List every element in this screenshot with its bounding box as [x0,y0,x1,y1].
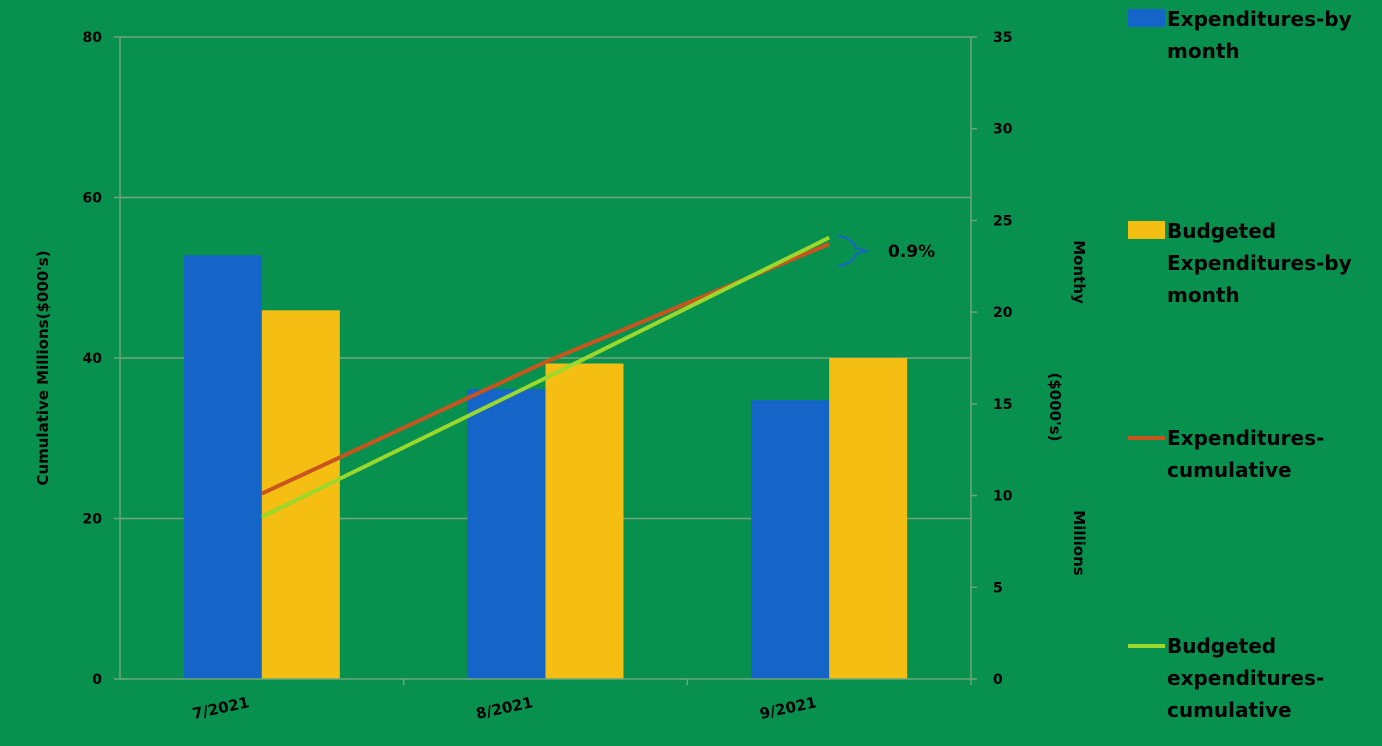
left-axis-title: Cumulative Millions($000's) [34,250,52,485]
legend-label-expenditures-cumulative: Expenditures- cumulative [1167,426,1331,482]
left-tick-label-40: 40 [83,351,103,367]
right-tick-label-10: 10 [993,489,1013,505]
bar-budgeted-expenditures-by-month-0 [261,310,340,679]
bar-budgeted-expenditures-by-month-2 [829,358,908,679]
legend: Expenditures-by month Budgeted Expenditu… [1128,7,1359,722]
line-series-group [260,235,831,519]
category-label-1: 8/2021 [474,693,534,723]
line-budgeted-expenditures-cumulative [260,235,831,519]
right-tick-label-20: 20 [993,305,1013,321]
legend-swatch-expenditures-by-month [1128,9,1165,27]
category-label-0: 7/2021 [191,693,251,723]
bar-expenditures-by-month-0 [183,255,262,679]
tick-labels: 0 20 40 60 80 0 5 10 15 20 25 30 35 [83,30,1013,688]
axes-group [114,36,977,685]
right-tick-label-35: 35 [993,30,1012,46]
right-tick-label-5: 5 [993,580,1003,596]
right-axis-title-line-2: ($000's) [1046,373,1064,442]
bar-series-group [183,255,908,679]
annotation-brace [837,235,870,267]
legend-swatch-budgeted-by-month [1128,221,1165,239]
left-tick-label-60: 60 [83,191,103,207]
right-tick-label-30: 30 [993,122,1013,138]
legend-label-budgeted-by-month: Budgeted Expenditures-by month [1167,219,1359,307]
left-tick-label-80: 80 [83,30,103,46]
right-tick-label-25: 25 [993,213,1012,229]
right-tick-label-15: 15 [993,397,1012,413]
bar-expenditures-by-month-1 [467,389,546,679]
right-axis-title-line-3: Millions [1070,510,1088,575]
bar-budgeted-expenditures-by-month-1 [545,363,624,679]
annotation-label: 0.9% [888,242,935,262]
category-label-2: 9/2021 [758,693,818,723]
category-labels: 7/2021 8/2021 9/2021 [191,693,818,723]
right-axis-title-line-1: Monthy [1070,240,1088,304]
left-tick-label-0: 0 [92,672,102,688]
legend-label-budgeted-cumulative: Budgeted expenditures- cumulative [1167,634,1331,722]
left-tick-label-20: 20 [83,512,103,528]
bar-expenditures-by-month-2 [751,400,830,679]
legend-label-expenditures-by-month: Expenditures-by month [1167,7,1359,63]
right-tick-label-0: 0 [993,672,1003,688]
